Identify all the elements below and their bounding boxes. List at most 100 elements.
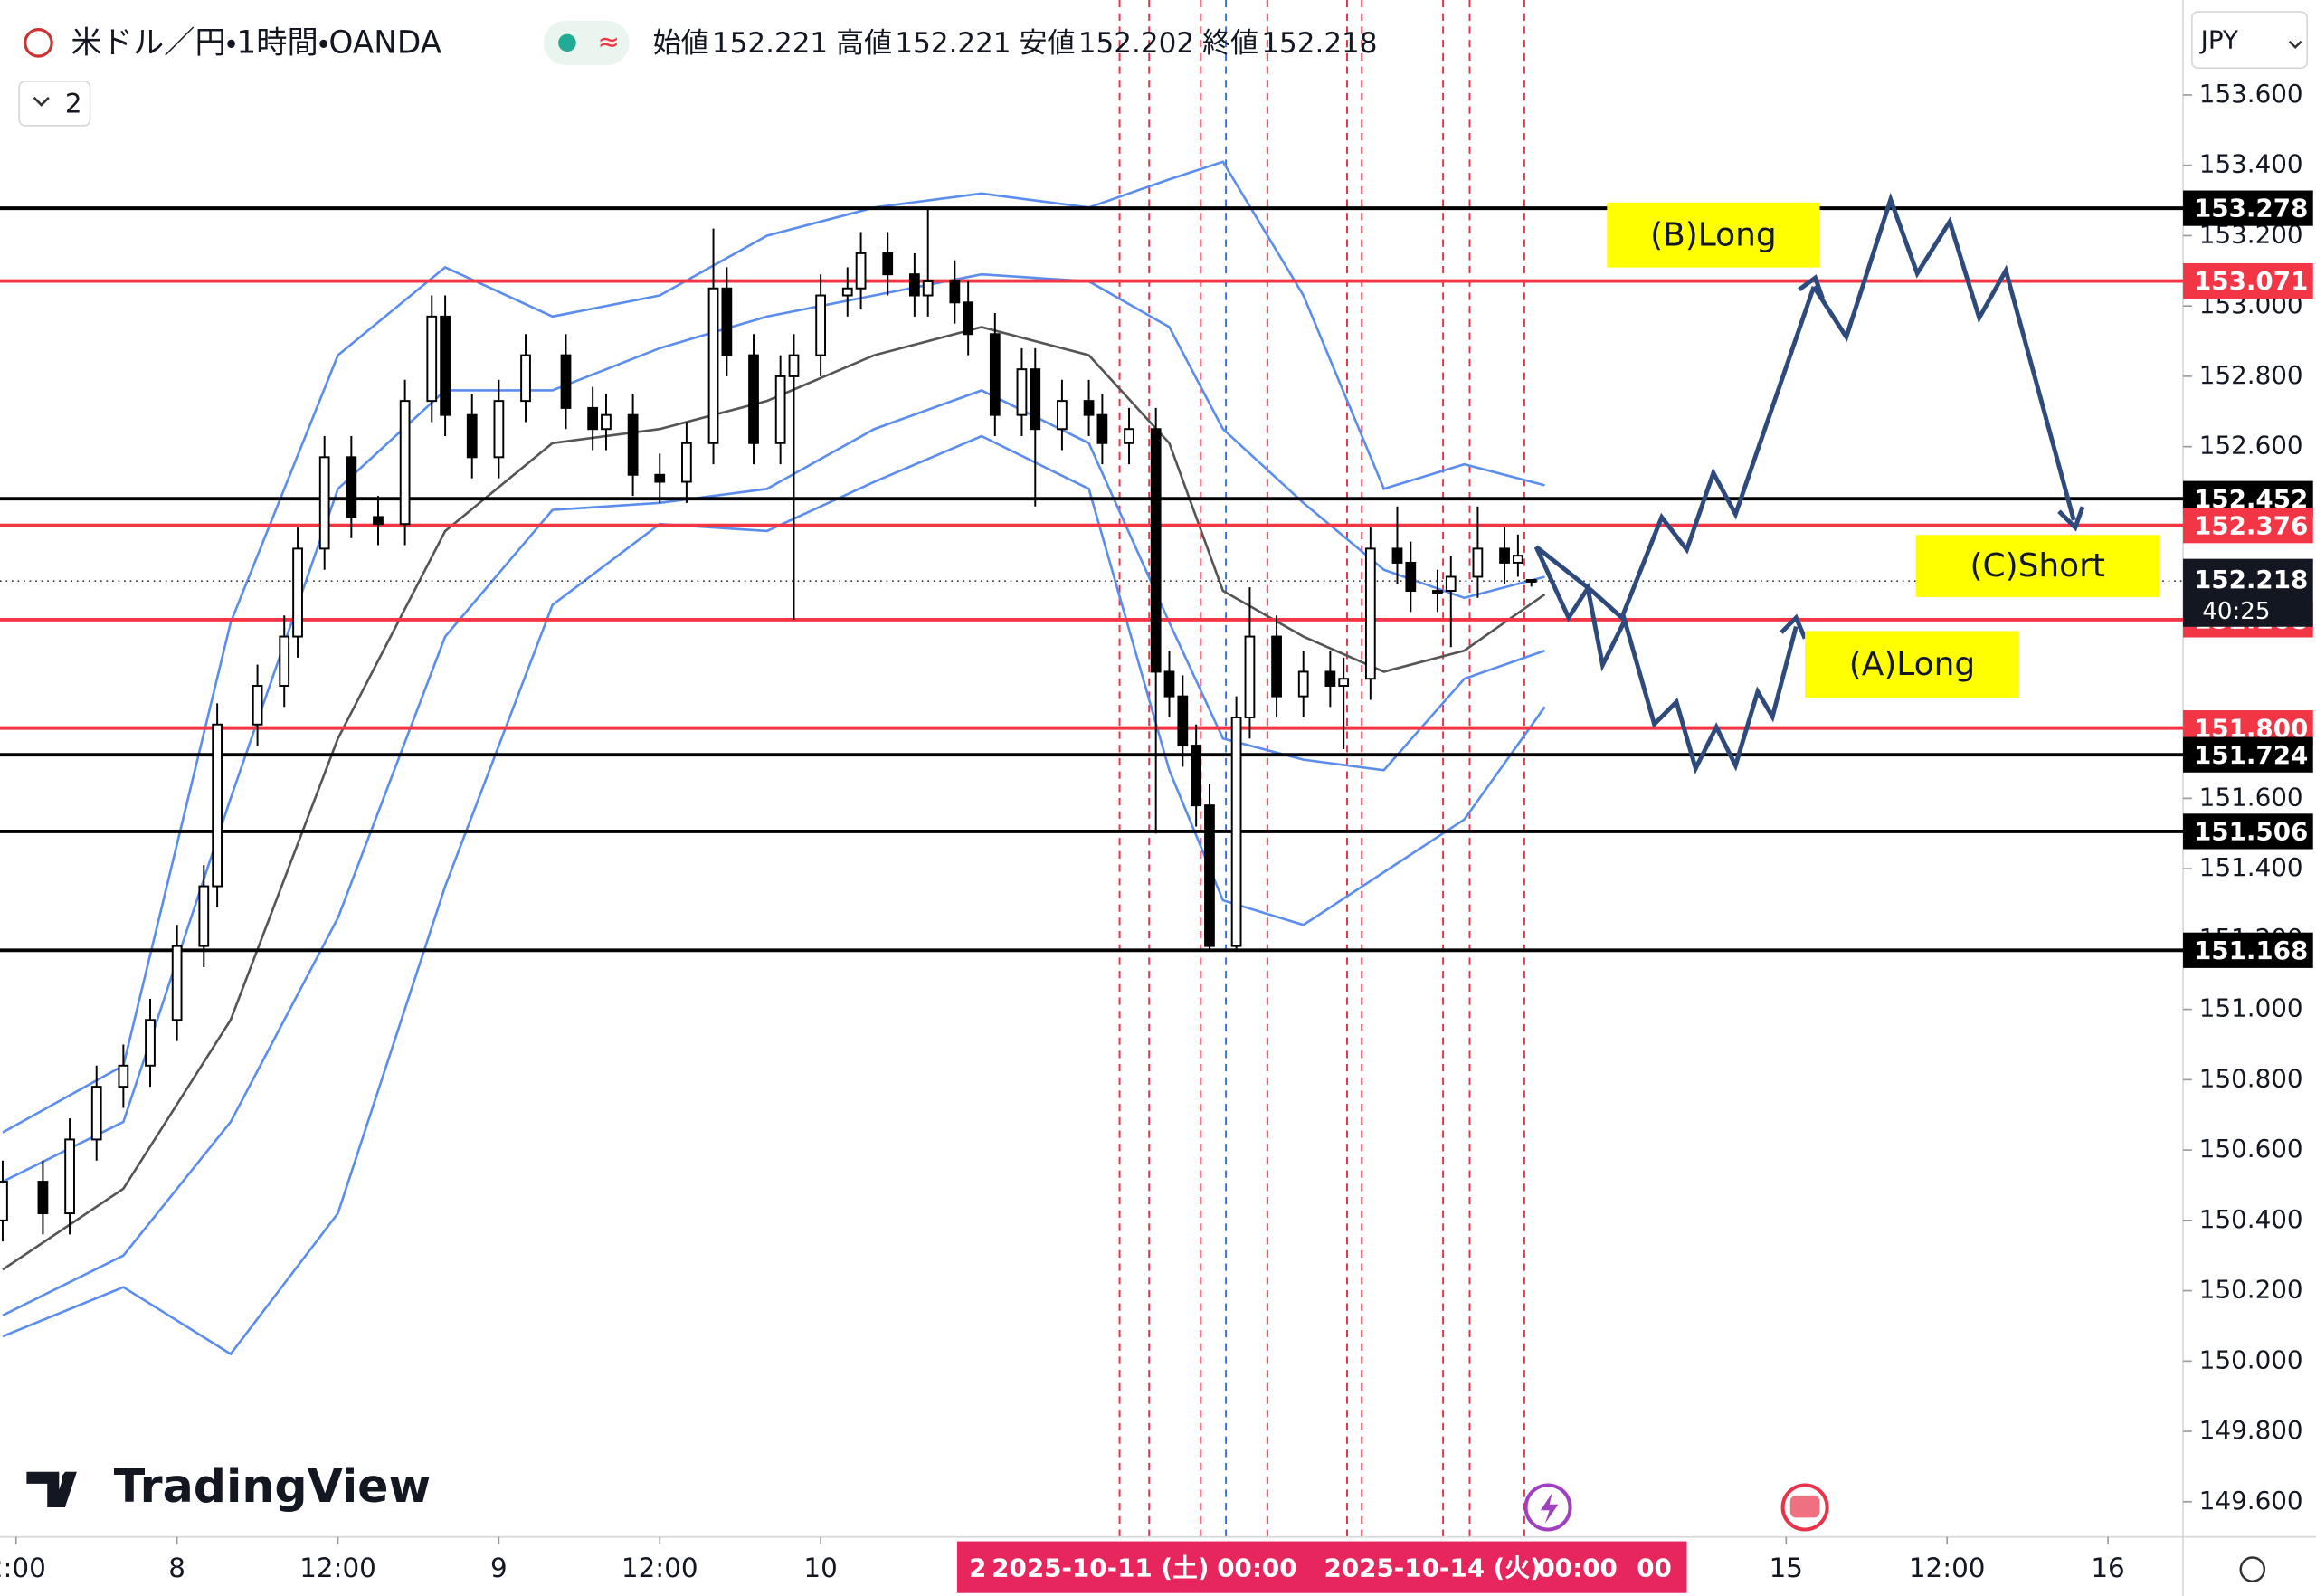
x-tick-label: 9	[490, 1553, 508, 1583]
scenario-path	[1534, 286, 1817, 622]
y-tick-label: 151.400	[2199, 852, 2303, 882]
annotation-box	[1805, 631, 2019, 698]
y-tick-label: 151.600	[2199, 782, 2303, 812]
candle-body	[1204, 804, 1215, 947]
dropdown-icon	[2288, 40, 2302, 49]
candle-body	[1191, 745, 1202, 807]
candle-body	[1432, 590, 1443, 594]
y-tick-label: 150.800	[2199, 1063, 2303, 1093]
candle-body	[1124, 428, 1134, 444]
candle-body	[198, 885, 210, 947]
candle-body	[1297, 670, 1309, 698]
status-badge	[543, 20, 630, 65]
candle-body	[520, 354, 531, 403]
level-label: 153.278	[2194, 194, 2308, 223]
crosshair-label: 2025-10-11 (土)	[992, 1553, 1209, 1583]
scenario-path	[1811, 192, 2076, 521]
level-label: 151.724	[2194, 740, 2308, 770]
flag-icon	[24, 28, 53, 58]
y-tick-label: 149.600	[2199, 1486, 2303, 1515]
level-label-box	[2183, 736, 2313, 773]
candle-body	[601, 413, 612, 431]
ohlc-value: 152.218	[1261, 27, 1377, 60]
crosshair-label: 00	[1637, 1553, 1672, 1583]
candle-body	[707, 287, 719, 444]
y-tick-label: 150.200	[2199, 1275, 2303, 1305]
candle-body	[440, 315, 451, 416]
y-tick-label: 152.600	[2199, 431, 2303, 461]
candle-body	[788, 354, 800, 377]
event-icon-glyph	[1789, 1495, 1820, 1518]
indicator-count: 2	[65, 88, 82, 119]
candle-body	[493, 400, 505, 459]
event-icon-glyph	[1540, 1492, 1559, 1524]
status-dot	[558, 33, 576, 52]
candle-body	[1030, 368, 1041, 431]
candle-body	[1472, 547, 1484, 578]
y-tick-label: 153.400	[2199, 149, 2303, 179]
y-tick-label: 150.600	[2199, 1134, 2303, 1164]
candle-body	[1057, 400, 1068, 431]
candle-body	[37, 1181, 49, 1215]
event-lines	[1118, 0, 1525, 1537]
candle-body	[346, 456, 357, 518]
level-label-box	[2183, 508, 2313, 544]
ohlc-label: 高値	[836, 27, 892, 60]
annotation-box	[1607, 202, 1820, 268]
candle-body	[466, 413, 478, 459]
settings-icon[interactable]	[2239, 1556, 2266, 1582]
candle-body	[1230, 716, 1242, 947]
y-tick-label: 150.000	[2199, 1344, 2303, 1374]
candle-body	[1499, 547, 1510, 564]
crosshair-label: 2	[969, 1553, 986, 1583]
level-label-box	[2183, 932, 2313, 968]
candle-body	[1244, 635, 1256, 718]
overlay: 米ドル／円・1時間・OANDA 始値 152.221 高値 152.221 安値 152.2…	[65, 24, 2313, 1593]
annotation-label: (A)Long	[1849, 646, 1975, 683]
y-tick-label: 153.600	[2199, 79, 2303, 109]
x-tick-label: 15	[1770, 1553, 1803, 1583]
crosshair-label: 00:00	[1217, 1553, 1296, 1583]
level-label-box	[2183, 262, 2313, 299]
candle-body	[1096, 413, 1108, 444]
candle-body	[252, 685, 263, 726]
countdown-label: 40:25	[2202, 598, 2270, 625]
level-label: 153.071	[2194, 266, 2308, 296]
candle-body	[318, 456, 330, 550]
chevron-icon	[33, 96, 50, 107]
candle-body	[989, 333, 1001, 416]
currency-button[interactable]	[2191, 11, 2309, 69]
candle-body	[560, 354, 572, 409]
candle-body	[963, 301, 974, 336]
candle-body	[1525, 579, 1537, 583]
candle-body	[373, 516, 384, 526]
arrow-head	[1798, 274, 1826, 299]
candle-body	[1338, 678, 1350, 687]
last-price-box	[2183, 558, 2313, 627]
ohlc-value: 152.202	[1078, 27, 1194, 60]
annotation-label: (B)Long	[1650, 216, 1777, 253]
chart-title: 米ドル／円・1時間・OANDA	[71, 24, 441, 61]
annotation-box	[1915, 535, 2159, 597]
level-label: 151.168	[2194, 936, 2308, 965]
candle-body	[1177, 695, 1189, 747]
candle-body	[292, 547, 303, 638]
status-icon: ≈	[597, 26, 620, 57]
candle-body	[774, 375, 786, 444]
candle-body	[1324, 670, 1336, 687]
candle-body	[922, 280, 934, 297]
candle-body	[0, 1181, 8, 1221]
indicator-toggle[interactable]	[18, 81, 91, 127]
candle-body	[587, 406, 599, 431]
x-tick-label: 16	[2091, 1553, 2124, 1583]
ohlc-value: 152.221	[895, 27, 1011, 60]
candle-body	[212, 723, 223, 888]
moving-average	[2, 326, 1546, 1271]
candle-body	[1364, 547, 1376, 680]
candle-body	[426, 315, 438, 403]
x-tick-label: 12:00	[622, 1553, 698, 1583]
watermark: TradingView	[114, 1459, 432, 1513]
